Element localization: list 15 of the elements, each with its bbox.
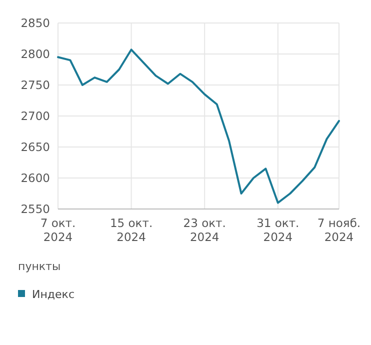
y-tick-label: 2750 xyxy=(20,78,50,92)
x-tick-label: 15 окт. 2024 xyxy=(110,216,153,244)
y-tick-label: 2700 xyxy=(20,109,50,124)
x-tick-label: 23 окт. 2024 xyxy=(183,216,226,244)
y-tick-label: 2600 xyxy=(20,171,50,186)
x-tick-label: 31 окт. 2024 xyxy=(256,216,300,244)
y-tick-label: 2850 xyxy=(20,16,50,30)
legend-label: Индекс xyxy=(32,288,74,301)
line-series xyxy=(57,48,340,204)
y-tick-label: 2800 xyxy=(20,47,50,62)
y-tick-label: 2650 xyxy=(20,140,50,154)
y-tick-label: 2550 xyxy=(20,202,50,216)
x-tick-label: 7 нояб. 2024 xyxy=(317,216,361,244)
x-tick-label: 7 окт. 2024 xyxy=(40,216,76,244)
y-axis-title: пункты xyxy=(18,260,61,273)
